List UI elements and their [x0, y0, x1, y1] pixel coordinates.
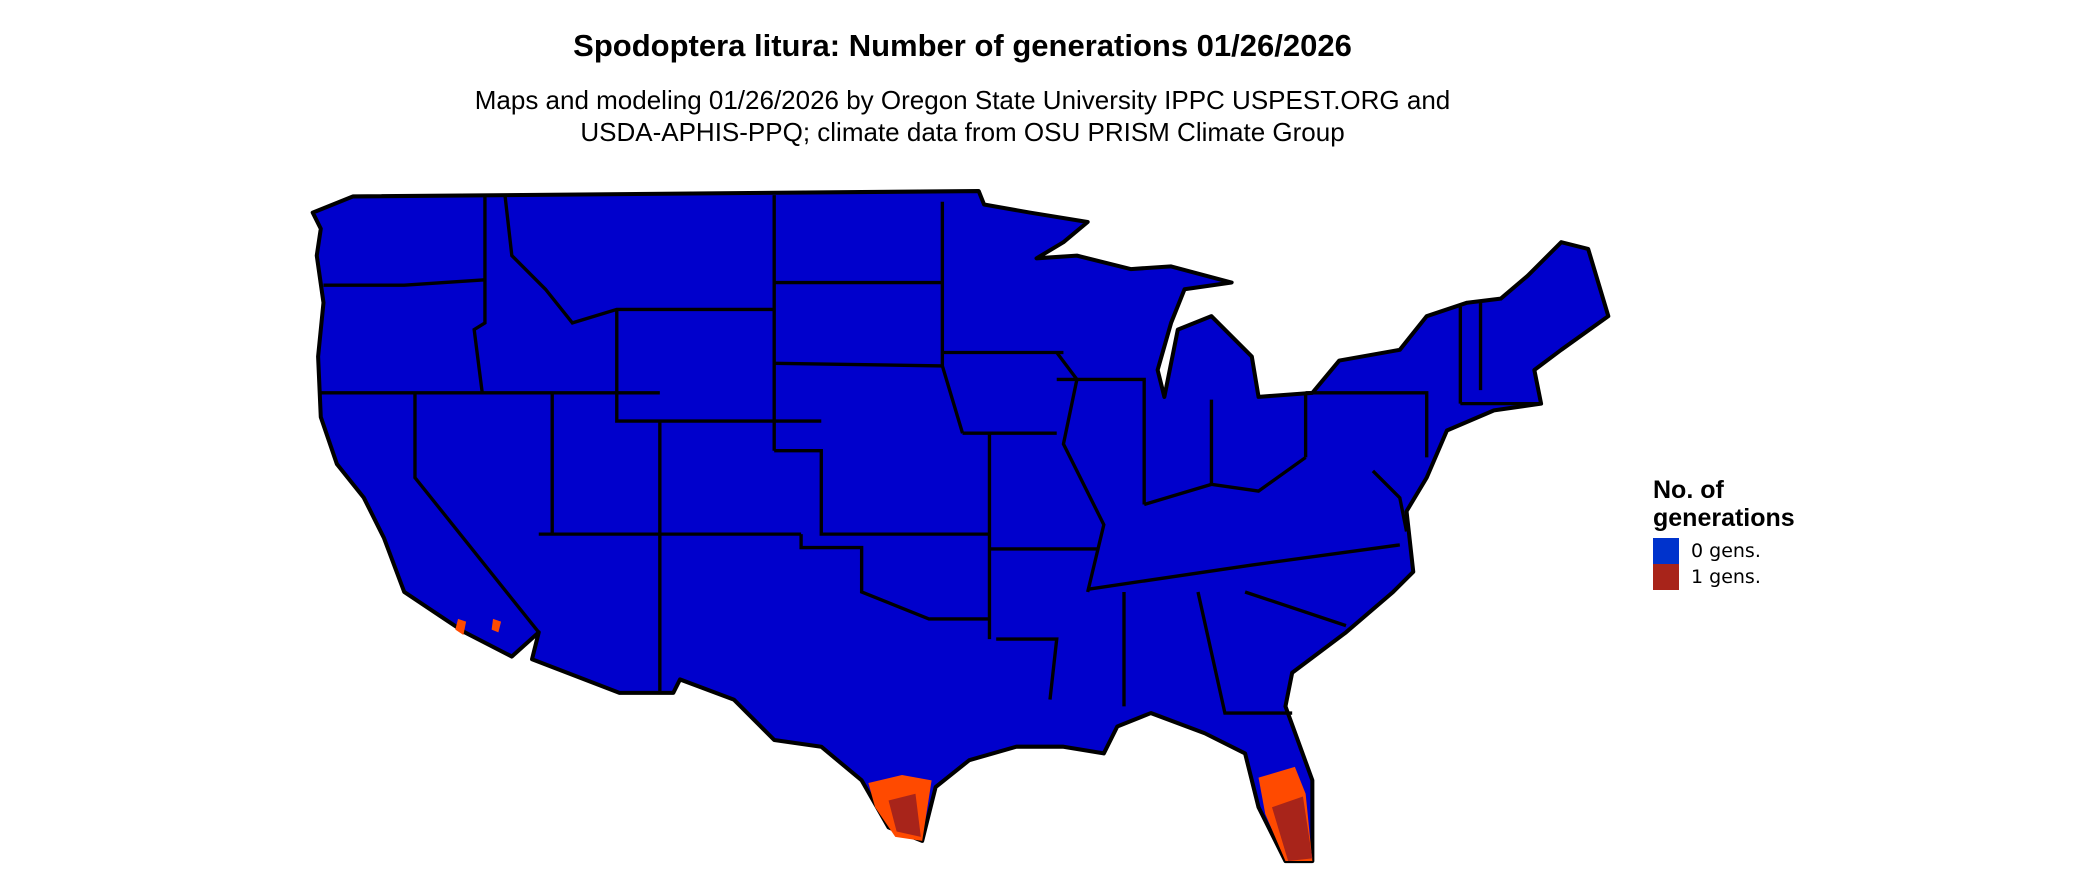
legend-label: 0 gens. [1691, 540, 1761, 562]
legend-swatch-red [1653, 564, 1679, 590]
legend-item-1-gens: 1 gens. [1653, 564, 1795, 590]
legend-title-line-1: No. of [1653, 476, 1724, 504]
state-borders [320, 195, 1542, 715]
one-generation-areas [455, 618, 1313, 862]
legend-swatch-blue [1653, 538, 1679, 564]
subtitle-line-1: Maps and modeling 01/26/2026 by Oregon S… [474, 85, 1451, 115]
legend-title: No. of generations [1653, 476, 1795, 532]
legend: No. of generations 0 gens. 1 gens. [1653, 476, 1795, 590]
south-florida-core [1271, 796, 1313, 862]
map-title: Spodoptera litura: Number of generations… [573, 28, 1352, 63]
legend-label: 1 gens. [1691, 566, 1761, 588]
legend-title-line-2: generations [1653, 504, 1795, 532]
subtitle-line-2: USDA-APHIS-PPQ; climate data from OSU PR… [580, 117, 1345, 147]
socal-patch-2 [491, 618, 502, 633]
legend-item-0-gens: 0 gens. [1653, 538, 1795, 564]
map-subtitle: Maps and modeling 01/26/2026 by Oregon S… [0, 84, 1925, 148]
south-texas-core [888, 793, 921, 837]
socal-patch [455, 618, 467, 636]
us-land [310, 189, 1611, 864]
